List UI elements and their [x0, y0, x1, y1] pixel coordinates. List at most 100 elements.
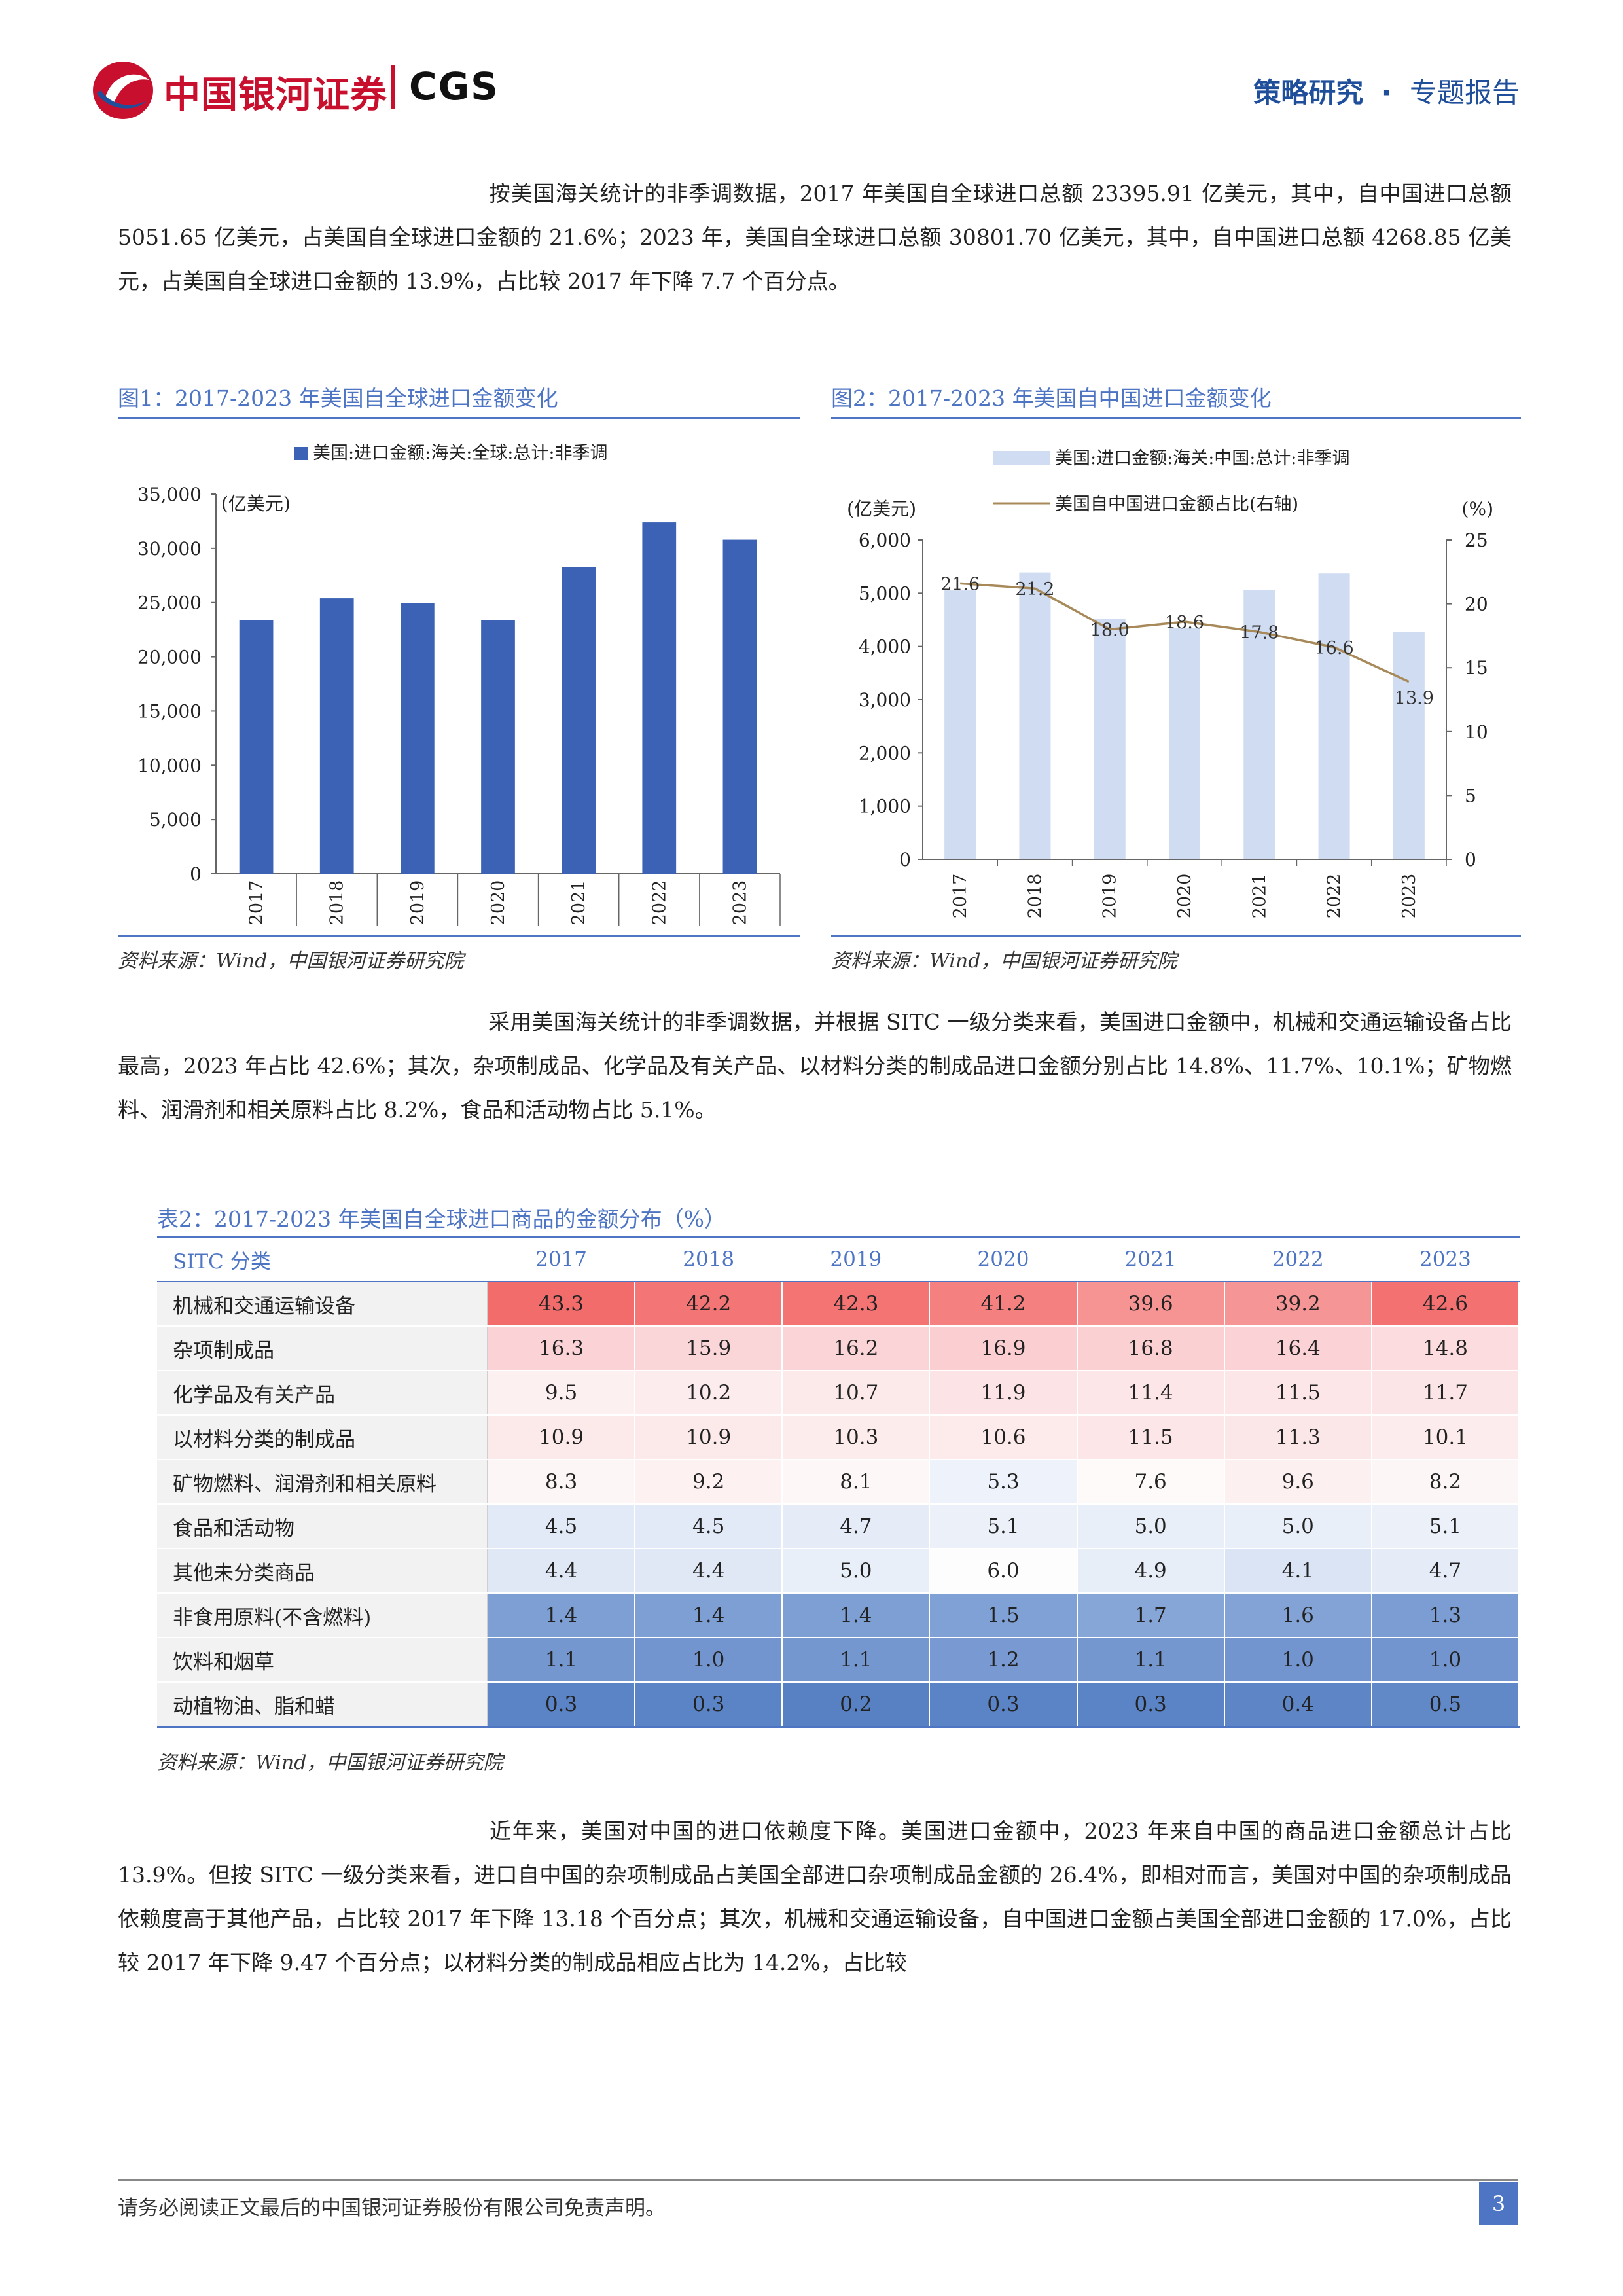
table-cell-value: 4.7: [782, 1504, 931, 1549]
x-tick-label: 2021: [1249, 874, 1270, 919]
report-category: 策略研究 · 专题报告: [1253, 71, 1520, 111]
table-row: 杂项制成品 16.3 15.9 16.2 16.9 16.8 16.4 14.8: [157, 1326, 1520, 1371]
table-cell-value: 10.3: [782, 1415, 931, 1460]
table-2-title: 表2：2017-2023 年美国自全球进口商品的金额分布（%）: [157, 1206, 726, 1232]
report-type-label: 专题报告: [1409, 77, 1520, 109]
table-cell-value: 4.7: [1371, 1549, 1520, 1594]
table-cell-value: 7.6: [1077, 1460, 1225, 1505]
table-header-year: 2019: [782, 1236, 931, 1282]
table-cell-value: 11.7: [1371, 1371, 1520, 1416]
y-tick-label: 1,000: [859, 796, 911, 817]
x-tick-label: 2023: [730, 880, 750, 925]
table-cell-value: 1.0: [1371, 1638, 1520, 1683]
table-cell-value: 4.4: [488, 1549, 636, 1594]
bar-china-imports-2017: [944, 590, 976, 859]
bar-china-imports-2019: [1094, 619, 1126, 859]
y-tick-label: 15,000: [137, 700, 202, 722]
y-tick-label: 0: [190, 863, 202, 885]
y2-tick-label: 15: [1465, 657, 1488, 679]
legend-label-china-imports: 美国:进口金额:海关:中国:总计:非季调: [1055, 448, 1349, 469]
table-cell-value: 1.7: [1077, 1593, 1225, 1638]
table-cell-category: 机械和交通运输设备: [157, 1282, 488, 1327]
table-cell-value: 10.1: [1371, 1415, 1520, 1460]
table-cell-value: 0.5: [1371, 1682, 1520, 1728]
table-row: 机械和交通运输设备 43.3 42.2 42.3 41.2 39.6 39.2 42.6: [157, 1282, 1520, 1327]
x-tick-label: 2023: [1399, 874, 1419, 919]
table-cell-value: 0.3: [929, 1682, 1078, 1728]
table-cell-value: 11.4: [1077, 1371, 1225, 1416]
table-cell-value: 42.2: [635, 1282, 783, 1327]
table-cell-value: 1.4: [635, 1593, 783, 1638]
table-cell-value: 43.3: [488, 1282, 636, 1327]
y-tick-label: 5,000: [859, 583, 911, 604]
table-cell-category: 化学品及有关产品: [157, 1371, 488, 1416]
paragraph-3: 近年来，美国对中国的进口依赖度下降。美国进口金额中，2023 年来自中国的商品进…: [118, 1809, 1512, 1984]
bar-china-imports-2020: [1169, 628, 1200, 859]
x-tick-label: 2019: [408, 880, 428, 925]
bar-china-imports-2018: [1019, 572, 1051, 859]
footer-disclaimer: 请务必阅读正文最后的中国银河证券股份有限公司免责声明。: [118, 2197, 666, 2220]
table-cell-category: 动植物油、脂和蜡: [157, 1682, 488, 1728]
figure-1-rule: [118, 417, 800, 419]
table-cell-value: 16.4: [1224, 1326, 1372, 1371]
table-cell-value: 39.2: [1224, 1282, 1372, 1327]
brand-logo-name: 中国银河证券: [164, 74, 387, 117]
y-tick-label: 20,000: [137, 647, 202, 668]
table-cell-value: 10.7: [782, 1371, 931, 1416]
table-cell-value: 16.8: [1077, 1326, 1225, 1371]
figure-2-source: 资料来源：Wind，中国银河证券研究院: [831, 950, 1177, 973]
x-tick-label: 2017: [950, 874, 971, 919]
table-cell-value: 0.4: [1224, 1682, 1372, 1728]
figure-2-bottom-rule: [831, 935, 1521, 937]
figure-1-bottom-rule: [118, 935, 800, 937]
x-tick-label: 2017: [247, 880, 267, 925]
table-cell-value: 8.1: [782, 1460, 931, 1505]
page-number: 3: [1479, 2182, 1518, 2225]
y-tick-label: 6,000: [859, 529, 911, 551]
bar-global-imports-2023: [722, 539, 757, 874]
y-tick-label: 0: [899, 849, 911, 870]
brand-logo-abbr: CGS: [409, 64, 499, 109]
table-cell-category: 矿物燃料、润滑剂和相关原料: [157, 1460, 488, 1505]
bar-global-imports-2021: [562, 567, 596, 874]
table-cell-value: 1.3: [1371, 1593, 1520, 1638]
table-cell-value: 11.5: [1077, 1415, 1225, 1460]
x-tick-label: 2018: [1025, 874, 1045, 919]
y2-tick-label: 25: [1465, 529, 1488, 551]
table-cell-value: 4.1: [1224, 1549, 1372, 1594]
figure-2-title: 图2：2017-2023 年美国自中国进口金额变化: [831, 386, 1272, 411]
table-cell-value: 4.4: [635, 1549, 783, 1594]
table-cell-category: 食品和活动物: [157, 1504, 488, 1549]
figure-1-chart: 美国:进口金额:海关:全球:总计:非季调 (亿美元) 0 5,000 10,000 15,…: [137, 443, 781, 926]
x-tick-label: 2019: [1100, 874, 1120, 919]
legend-swatch-global-imports: [294, 447, 308, 460]
table-row: 饮料和烟草 1.1 1.0 1.1 1.2 1.1 1.0 1.0: [157, 1638, 1520, 1683]
table-2-source: 资料来源：Wind，中国银河证券研究院: [157, 1751, 503, 1774]
bar-global-imports-2022: [642, 522, 677, 874]
legend-label-china-share: 美国自中国进口金额占比(右轴): [1055, 494, 1298, 514]
table-header-year: 2020: [929, 1236, 1078, 1282]
table-cell-value: 4.9: [1077, 1549, 1225, 1594]
legend-swatch-china-imports: [993, 451, 1050, 465]
data-label-china-share: 16.6: [1315, 638, 1354, 658]
table-cell-category: 非食用原料(不含燃料): [157, 1593, 488, 1638]
section-label: 策略研究: [1253, 77, 1364, 109]
table-cell-value: 5.1: [1371, 1504, 1520, 1549]
y-tick-label: 5,000: [149, 809, 202, 831]
table-header-year: 2017: [488, 1236, 636, 1282]
table-cell-value: 0.2: [782, 1682, 931, 1728]
table-cell-value: 0.3: [1077, 1682, 1225, 1728]
bar-global-imports-2019: [400, 603, 435, 874]
table-cell-value: 14.8: [1371, 1326, 1520, 1371]
table-cell-value: 0.3: [488, 1682, 636, 1728]
table-cell-value: 9.6: [1224, 1460, 1372, 1505]
table-cell-category: 饮料和烟草: [157, 1638, 488, 1683]
table-cell-value: 9.5: [488, 1371, 636, 1416]
table-cell-value: 10.9: [488, 1415, 636, 1460]
data-label-china-share: 18.0: [1090, 620, 1130, 641]
figure-2-rule: [831, 417, 1521, 419]
y-axis-unit-label: (亿美元): [847, 498, 916, 520]
table-row: 矿物燃料、润滑剂和相关原料 8.3 9.2 8.1 5.3 7.6 9.6 8.2: [157, 1460, 1520, 1505]
table-cell-value: 41.2: [929, 1282, 1078, 1327]
table-cell-value: 10.9: [635, 1415, 783, 1460]
